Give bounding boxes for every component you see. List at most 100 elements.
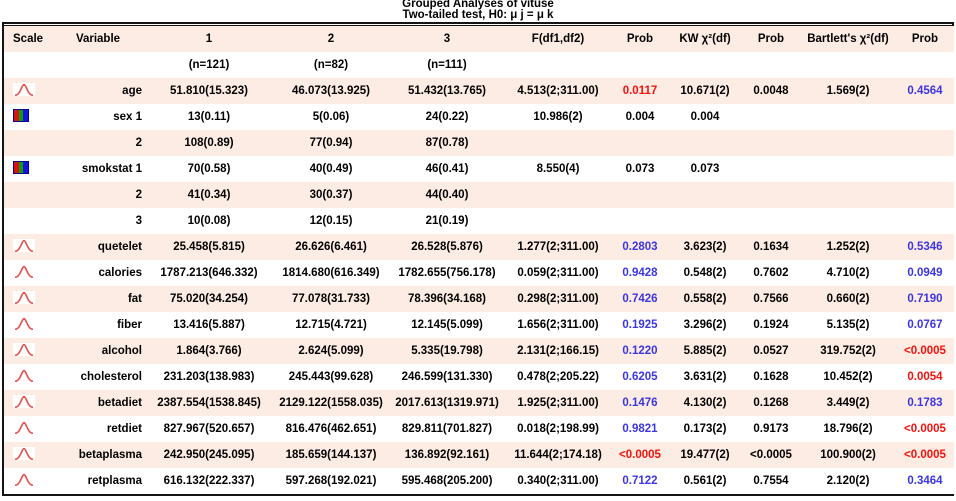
f-prob: 0.0117 — [612, 78, 668, 104]
column-header: 3 — [390, 26, 504, 52]
variable-label: retdiet — [50, 416, 146, 442]
normal-curve-icon — [13, 265, 35, 278]
group-2-stat: 40(0.49) — [272, 156, 390, 182]
table-row: fiber13.416(5.887)12.715(4.721)12.145(5.… — [4, 312, 954, 338]
normal-curve-icon — [13, 473, 35, 486]
bartlett-statistic: 4.710(2) — [800, 260, 896, 286]
f-prob: 0.6205 — [612, 364, 668, 390]
bartlett-statistic: 1.569(2) — [800, 78, 896, 104]
group-2-stat: 77(0.94) — [272, 130, 390, 156]
normal-curve-icon — [13, 291, 35, 304]
table-row: retplasma616.132(222.337)597.268(192.021… — [4, 468, 954, 494]
group-3-stat: 2017.613(1319.971) — [390, 390, 504, 416]
scale-cell — [4, 78, 50, 104]
kw-statistic: 0.558(2) — [668, 286, 742, 312]
table-row: cholesterol231.203(138.983)245.443(99.62… — [4, 364, 954, 390]
f-statistic: 2.131(2;166.15) — [504, 338, 612, 364]
group-3-stat: 246.599(131.330) — [390, 364, 504, 390]
f-prob: 0.2803 — [612, 234, 668, 260]
bartlett-prob: 0.0949 — [896, 260, 954, 286]
report-page: Grouped Analyses of vituse Two-tailed te… — [0, 0, 956, 496]
bartlett-statistic — [800, 208, 896, 234]
grouped-analyses-table: ScaleVariable123F(df1,df2)ProbKW χ²(df)P… — [2, 22, 954, 496]
variable-label: betaplasma — [50, 442, 146, 468]
group-2-stat: 46.073(13.925) — [272, 78, 390, 104]
kw-statistic: 19.477(2) — [668, 442, 742, 468]
f-prob: 0.004 — [612, 104, 668, 130]
f-prob: 0.9821 — [612, 416, 668, 442]
kw-prob — [742, 208, 800, 234]
variable-label: 2 — [50, 130, 146, 156]
report-title-block: Grouped Analyses of vituse Two-tailed te… — [0, 0, 956, 21]
group-1-stat: 2387.554(1538.845) — [146, 390, 272, 416]
kw-statistic: 5.885(2) — [668, 338, 742, 364]
scale-cell — [4, 338, 50, 364]
empty-cell — [896, 52, 954, 78]
kw-statistic: 0.173(2) — [668, 416, 742, 442]
kw-prob — [742, 130, 800, 156]
group-2-stat: 26.626(6.461) — [272, 234, 390, 260]
variable-label: retplasma — [50, 468, 146, 494]
stats-table: ScaleVariable123F(df1,df2)ProbKW χ²(df)P… — [4, 25, 954, 494]
f-statistic: 0.478(2;205.22) — [504, 364, 612, 390]
group-3-stat: 24(0.22) — [390, 104, 504, 130]
variable-label: quetelet — [50, 234, 146, 260]
table-row: fat75.020(34.254)77.078(31.733)78.396(34… — [4, 286, 954, 312]
table-row: 2108(0.89)77(0.94)87(0.78) — [4, 130, 954, 156]
group-3-stat: 136.892(92.161) — [390, 442, 504, 468]
scale-cell — [4, 130, 50, 156]
scale-cell — [4, 416, 50, 442]
bartlett-prob: 0.7190 — [896, 286, 954, 312]
kw-prob — [742, 104, 800, 130]
f-statistic: 0.340(2;311.00) — [504, 468, 612, 494]
group-2-stat: 12(0.15) — [272, 208, 390, 234]
f-statistic: 10.986(2) — [504, 104, 612, 130]
kw-statistic: 3.631(2) — [668, 364, 742, 390]
table-row: calories1787.213(646.332)1814.680(616.34… — [4, 260, 954, 286]
f-statistic: 0.298(2;311.00) — [504, 286, 612, 312]
variable-label: cholesterol — [50, 364, 146, 390]
table-body: (n=121)(n=82)(n=111)age51.810(15.323)46.… — [4, 52, 954, 494]
kw-statistic — [668, 182, 742, 208]
f-statistic: 0.018(2;198.99) — [504, 416, 612, 442]
scale-cell — [4, 156, 50, 182]
f-statistic: 4.513(2;311.00) — [504, 78, 612, 104]
scale-cell — [4, 104, 50, 130]
f-statistic: 1.925(2;311.00) — [504, 390, 612, 416]
kw-statistic — [668, 208, 742, 234]
group-1-stat: 10(0.08) — [146, 208, 272, 234]
empty-cell — [4, 52, 50, 78]
table-header: ScaleVariable123F(df1,df2)ProbKW χ²(df)P… — [4, 26, 954, 52]
bartlett-statistic: 0.660(2) — [800, 286, 896, 312]
report-subtitle: Two-tailed test, H0: μ j = μ k — [0, 10, 956, 21]
kw-prob: 0.1634 — [742, 234, 800, 260]
f-prob: 0.1925 — [612, 312, 668, 338]
f-prob — [612, 182, 668, 208]
column-header: 2 — [272, 26, 390, 52]
group-1-stat: 25.458(5.815) — [146, 234, 272, 260]
group-3-stat: 5.335(19.798) — [390, 338, 504, 364]
group-count: (n=82) — [272, 52, 390, 78]
table-row: quetelet25.458(5.815)26.626(6.461)26.528… — [4, 234, 954, 260]
group-1-stat: 51.810(15.323) — [146, 78, 272, 104]
table-row: smokstat 170(0.58)40(0.49)46(0.41)8.550(… — [4, 156, 954, 182]
table-row: alcohol1.864(3.766)2.624(5.099)5.335(19.… — [4, 338, 954, 364]
bartlett-statistic: 3.449(2) — [800, 390, 896, 416]
group-1-stat: 242.950(245.095) — [146, 442, 272, 468]
empty-cell — [800, 52, 896, 78]
column-header: Prob — [896, 26, 954, 52]
bartlett-statistic: 18.796(2) — [800, 416, 896, 442]
kw-prob — [742, 156, 800, 182]
bartlett-statistic: 1.252(2) — [800, 234, 896, 260]
bartlett-prob: 0.0767 — [896, 312, 954, 338]
kw-prob: 0.1268 — [742, 390, 800, 416]
group-2-stat: 2.624(5.099) — [272, 338, 390, 364]
normal-curve-icon — [13, 317, 35, 330]
bartlett-statistic: 319.752(2) — [800, 338, 896, 364]
scale-cell — [4, 390, 50, 416]
variable-label: sex 1 — [50, 104, 146, 130]
kw-prob: <0.0005 — [742, 442, 800, 468]
group-2-stat: 5(0.06) — [272, 104, 390, 130]
scale-cell — [4, 468, 50, 494]
bartlett-prob: 0.5346 — [896, 234, 954, 260]
